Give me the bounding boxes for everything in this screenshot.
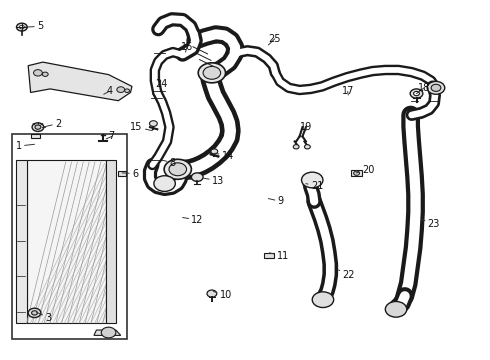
Text: 9: 9 (269, 197, 284, 206)
Text: 20: 20 (356, 165, 374, 175)
Circle shape (198, 63, 225, 83)
Circle shape (17, 23, 27, 31)
Text: 14: 14 (215, 151, 234, 161)
Circle shape (410, 89, 423, 98)
Text: 8: 8 (163, 158, 175, 168)
Text: 12: 12 (183, 215, 204, 225)
Text: 7: 7 (106, 131, 115, 141)
Polygon shape (16, 160, 27, 323)
Circle shape (312, 292, 334, 307)
Circle shape (35, 125, 41, 129)
Text: 17: 17 (342, 86, 354, 96)
Circle shape (301, 172, 323, 188)
Bar (12, 134, 126, 339)
Circle shape (154, 176, 175, 192)
Text: 10: 10 (213, 290, 232, 300)
Circle shape (414, 91, 419, 96)
Bar (118, 171, 126, 176)
Circle shape (304, 145, 310, 149)
Circle shape (354, 171, 360, 175)
Circle shape (211, 149, 218, 154)
Text: 11: 11 (270, 251, 289, 261)
Circle shape (117, 87, 124, 93)
Circle shape (101, 327, 116, 338)
Polygon shape (106, 160, 116, 323)
Text: 15: 15 (130, 122, 152, 132)
Text: 19: 19 (299, 122, 312, 132)
Bar (30, 134, 40, 138)
Text: 22: 22 (339, 270, 355, 280)
Polygon shape (94, 330, 121, 336)
Text: 21: 21 (306, 181, 323, 192)
Text: 5: 5 (25, 21, 43, 31)
Circle shape (427, 81, 445, 94)
Circle shape (293, 145, 299, 149)
Circle shape (31, 311, 37, 315)
Circle shape (192, 173, 203, 181)
Bar (265, 252, 274, 258)
Text: 6: 6 (122, 168, 138, 179)
Circle shape (169, 163, 187, 176)
Circle shape (32, 123, 44, 131)
Circle shape (164, 159, 192, 179)
Text: 4: 4 (104, 86, 112, 96)
Circle shape (124, 89, 129, 93)
Circle shape (33, 69, 42, 76)
Text: 1: 1 (16, 141, 34, 151)
Text: 13: 13 (203, 176, 224, 186)
Polygon shape (28, 62, 132, 101)
Text: 16: 16 (181, 42, 193, 52)
Text: 3: 3 (36, 312, 51, 323)
Circle shape (203, 66, 220, 79)
Polygon shape (27, 160, 106, 323)
Circle shape (431, 84, 441, 91)
Circle shape (20, 25, 25, 29)
Text: 18: 18 (416, 83, 430, 94)
Text: 24: 24 (151, 79, 167, 89)
Text: 2: 2 (43, 118, 61, 129)
Circle shape (385, 301, 407, 317)
Bar (351, 170, 362, 176)
Text: 23: 23 (421, 219, 440, 229)
Circle shape (42, 72, 48, 76)
Circle shape (149, 121, 157, 126)
Circle shape (28, 308, 41, 318)
Circle shape (207, 290, 217, 297)
Text: 25: 25 (269, 34, 281, 45)
